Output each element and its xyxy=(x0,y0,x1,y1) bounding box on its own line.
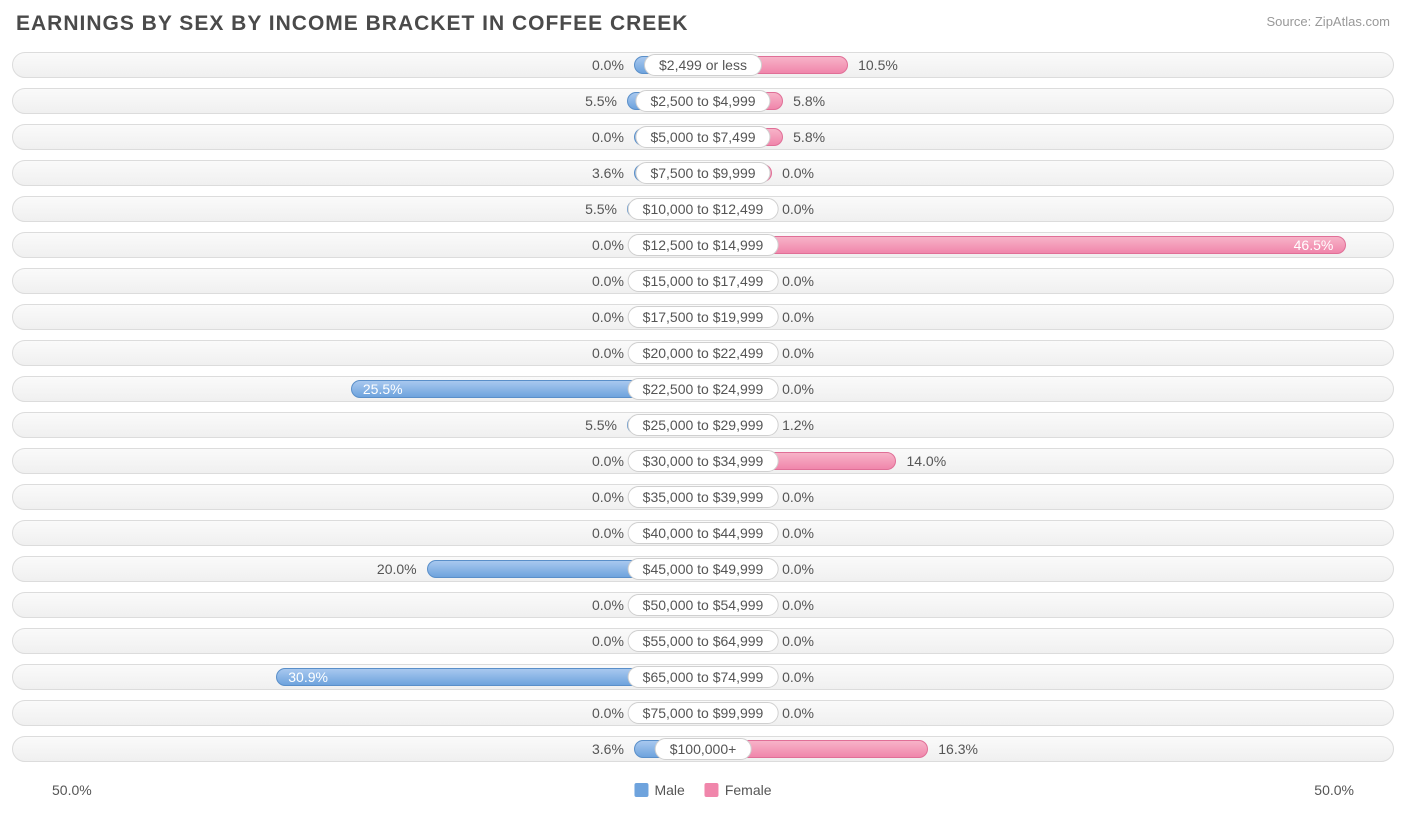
female-value: 16.3% xyxy=(938,741,978,757)
category-label: $22,500 to $24,999 xyxy=(628,378,779,400)
male-value: 25.5% xyxy=(355,381,411,397)
category-label: $5,000 to $7,499 xyxy=(635,126,770,148)
category-label: $45,000 to $49,999 xyxy=(628,558,779,580)
chart-row: $45,000 to $49,999 20.0% 0.0% xyxy=(12,552,1394,586)
female-value: 0.0% xyxy=(782,561,814,577)
male-value: 30.9% xyxy=(280,669,336,685)
category-label: $20,000 to $22,499 xyxy=(628,342,779,364)
category-label: $75,000 to $99,999 xyxy=(628,702,779,724)
female-value: 0.0% xyxy=(782,381,814,397)
chart-row: $25,000 to $29,999 5.5% 1.2% xyxy=(12,408,1394,442)
male-value: 0.0% xyxy=(592,345,624,361)
male-value: 3.6% xyxy=(592,165,624,181)
chart-row: $10,000 to $12,499 5.5% 0.0% xyxy=(12,192,1394,226)
category-label: $35,000 to $39,999 xyxy=(628,486,779,508)
chart-row: $55,000 to $64,9990.0% 0.0% xyxy=(12,624,1394,658)
female-value: 0.0% xyxy=(782,525,814,541)
chart-row: $2,499 or less 0.0% 10.5% xyxy=(12,48,1394,82)
female-value: 0.0% xyxy=(782,597,814,613)
chart-row: $7,500 to $9,999 3.6% 0.0% xyxy=(12,156,1394,190)
male-value: 0.0% xyxy=(592,633,624,649)
male-value: 0.0% xyxy=(592,273,624,289)
male-value: 0.0% xyxy=(592,129,624,145)
male-value: 0.0% xyxy=(592,237,624,253)
legend-label: Male xyxy=(654,782,684,798)
category-label: $40,000 to $44,999 xyxy=(628,522,779,544)
chart-row: $50,000 to $54,9990.0% 0.0% xyxy=(12,588,1394,622)
legend-swatch xyxy=(705,783,719,797)
male-value: 5.5% xyxy=(585,93,617,109)
male-value: 0.0% xyxy=(592,705,624,721)
axis-right-label: 50.0% xyxy=(1314,782,1354,798)
female-value: 0.0% xyxy=(782,273,814,289)
female-value: 5.8% xyxy=(793,129,825,145)
chart-row: $17,500 to $19,9990.0% 0.0% xyxy=(12,300,1394,334)
legend-item: Female xyxy=(705,782,772,798)
chart-title: EARNINGS BY SEX BY INCOME BRACKET IN COF… xyxy=(16,12,688,36)
female-value: 0.0% xyxy=(782,633,814,649)
male-value: 0.0% xyxy=(592,597,624,613)
female-value: 5.8% xyxy=(793,93,825,109)
chart-row: $75,000 to $99,9990.0% 0.0% xyxy=(12,696,1394,730)
category-label: $12,500 to $14,999 xyxy=(628,234,779,256)
female-value: 10.5% xyxy=(858,57,898,73)
chart-row: $40,000 to $44,9990.0% 0.0% xyxy=(12,516,1394,550)
female-value: 0.0% xyxy=(782,345,814,361)
male-value: 5.5% xyxy=(585,201,617,217)
chart-row: $65,000 to $74,999 30.9% 0.0% xyxy=(12,660,1394,694)
chart-row: $5,000 to $7,499 0.0% 5.8% xyxy=(12,120,1394,154)
chart-row: $2,500 to $4,999 5.5% 5.8% xyxy=(12,84,1394,118)
category-label: $2,500 to $4,999 xyxy=(635,90,770,112)
category-label: $100,000+ xyxy=(655,738,752,760)
legend-swatch xyxy=(634,783,648,797)
category-label: $2,499 or less xyxy=(644,54,762,76)
chart-row: $15,000 to $17,4990.0% 0.0% xyxy=(12,264,1394,298)
male-value: 0.0% xyxy=(592,309,624,325)
category-label: $30,000 to $34,999 xyxy=(628,450,779,472)
female-value: 0.0% xyxy=(782,165,814,181)
chart-footer: 50.0% Male Female 50.0% xyxy=(12,778,1394,802)
legend: Male Female xyxy=(634,782,771,798)
chart-row: $100,000+ 3.6% 16.3% xyxy=(12,732,1394,766)
male-value: 0.0% xyxy=(592,525,624,541)
chart-row: $12,500 to $14,9990.0% 46.5% xyxy=(12,228,1394,262)
chart-row: $35,000 to $39,9990.0% 0.0% xyxy=(12,480,1394,514)
source-attribution: Source: ZipAtlas.com xyxy=(1266,14,1390,29)
category-label: $55,000 to $64,999 xyxy=(628,630,779,652)
female-value: 46.5% xyxy=(1286,237,1342,253)
chart-row: $30,000 to $34,9990.0% 14.0% xyxy=(12,444,1394,478)
female-bar xyxy=(703,236,1346,254)
female-value: 0.0% xyxy=(782,201,814,217)
category-label: $25,000 to $29,999 xyxy=(628,414,779,436)
legend-item: Male xyxy=(634,782,684,798)
male-value: 5.5% xyxy=(585,417,617,433)
male-value: 20.0% xyxy=(377,561,417,577)
male-value: 0.0% xyxy=(592,453,624,469)
category-label: $50,000 to $54,999 xyxy=(628,594,779,616)
category-label: $17,500 to $19,999 xyxy=(628,306,779,328)
category-label: $65,000 to $74,999 xyxy=(628,666,779,688)
female-value: 0.0% xyxy=(782,309,814,325)
male-value: 0.0% xyxy=(592,57,624,73)
chart-row: $20,000 to $22,4990.0% 0.0% xyxy=(12,336,1394,370)
female-value: 0.0% xyxy=(782,489,814,505)
diverging-bar-chart: $2,499 or less 0.0% 10.5% $2,500 to $4,999 5… xyxy=(12,48,1394,768)
category-label: $7,500 to $9,999 xyxy=(635,162,770,184)
female-value: 0.0% xyxy=(782,669,814,685)
male-value: 3.6% xyxy=(592,741,624,757)
female-value: 14.0% xyxy=(906,453,946,469)
male-value: 0.0% xyxy=(592,489,624,505)
female-value: 1.2% xyxy=(782,417,814,433)
axis-left-label: 50.0% xyxy=(52,782,92,798)
legend-label: Female xyxy=(725,782,772,798)
category-label: $10,000 to $12,499 xyxy=(628,198,779,220)
chart-row: $22,500 to $24,999 25.5% 0.0% xyxy=(12,372,1394,406)
category-label: $15,000 to $17,499 xyxy=(628,270,779,292)
female-value: 0.0% xyxy=(782,705,814,721)
